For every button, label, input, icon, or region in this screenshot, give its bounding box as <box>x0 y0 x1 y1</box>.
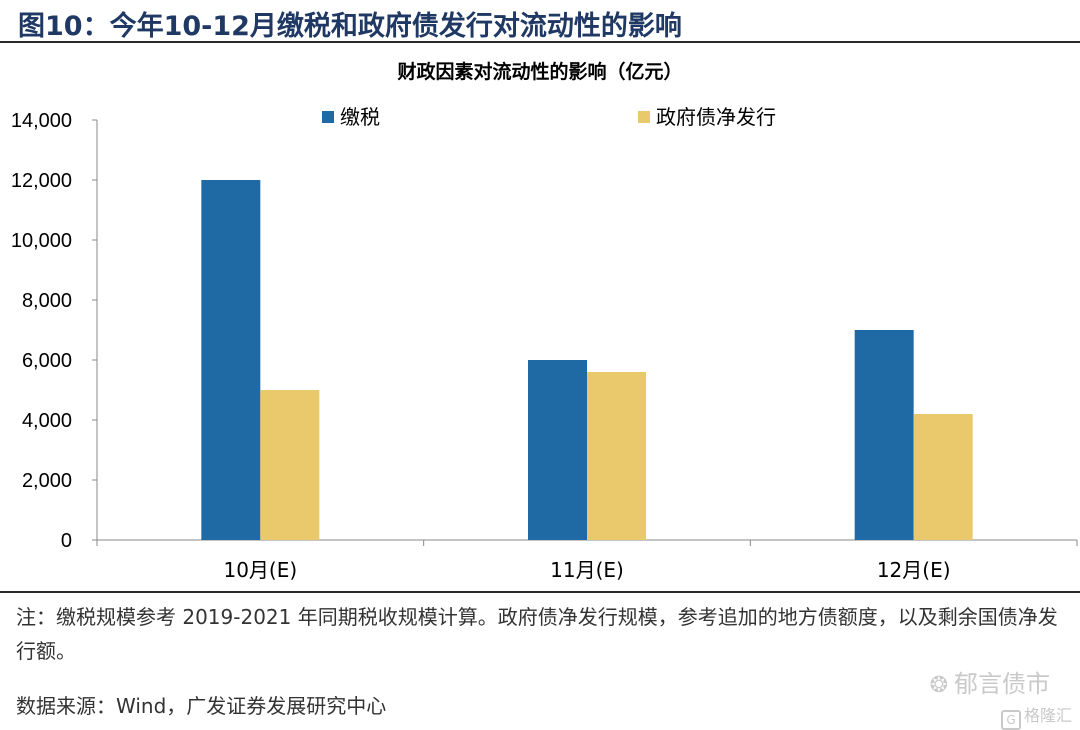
legend-label: 缴税 <box>340 105 380 129</box>
bar-tax-2 <box>528 360 587 540</box>
x-tick-label: 12月(E) <box>877 558 951 582</box>
watermark-text: 郁言债市 <box>954 670 1050 698</box>
y-tick-label: 8,000 <box>22 290 72 312</box>
y-tick-label: 0 <box>61 530 72 552</box>
chart-note: 注：缴税规模参考 2019-2021 年同期税收规模计算。政府债净发行规模，参考… <box>16 605 1058 663</box>
bar-gov-bond-2 <box>587 372 646 540</box>
bar-tax-3 <box>854 330 914 540</box>
chart-title: 财政因素对流动性的影响（亿元） <box>397 60 682 83</box>
legend-swatch <box>322 111 334 123</box>
y-tick-label: 10,000 <box>11 230 72 252</box>
y-tick-label: 4,000 <box>22 410 72 432</box>
y-tick-label: 6,000 <box>22 350 72 372</box>
watermark-secondary-text: 格隆汇 <box>1023 706 1072 725</box>
figure-title: 图10：今年10-12月缴税和政府债发行对流动性的影响 <box>18 11 682 42</box>
data-source: 数据来源：Wind，广发证券发展研究中心 <box>16 694 387 718</box>
bar-tax-1 <box>201 180 261 540</box>
watermark-secondary: G 格隆汇 <box>1000 702 1072 730</box>
y-tick-label: 2,000 <box>22 470 72 492</box>
x-tick-label: 11月(E) <box>550 558 624 582</box>
top-rule <box>0 41 1080 43</box>
bottom-rule <box>0 591 1080 593</box>
legend-swatch <box>638 111 650 123</box>
x-tick-label: 10月(E) <box>223 558 297 582</box>
legend-label: 政府债净发行 <box>656 105 776 129</box>
bar-gov-bond-1 <box>260 390 320 540</box>
y-tick-label: 12,000 <box>11 170 72 192</box>
bar-gov-bond-3 <box>913 414 973 540</box>
y-tick-label: 14,000 <box>11 110 72 132</box>
watermark: ❂ 郁言债市 <box>930 664 1050 699</box>
bar-chart: 财政因素对流动性的影响（亿元） 0 2,000 4,000 6,000 8,000 10,0… <box>11 60 1078 582</box>
g-logo-icon: G <box>1000 710 1021 730</box>
wechat-icon: ❂ <box>929 673 948 698</box>
